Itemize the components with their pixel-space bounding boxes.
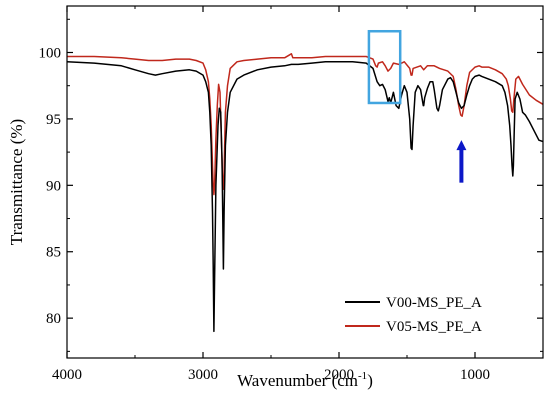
plot-frame bbox=[66, 5, 544, 359]
y-tick-label: 85 bbox=[46, 245, 61, 261]
x-axis-title: Wavenumber (cm-1) bbox=[237, 370, 373, 390]
y-tick-label: 95 bbox=[46, 112, 61, 128]
series-line-1 bbox=[67, 61, 543, 333]
y-axis-ticks: 80 85 90 95 100 bbox=[39, 18, 543, 352]
series-line-2 bbox=[67, 53, 543, 196]
annotation-layer bbox=[367, 29, 467, 183]
y-tick-label: 100 bbox=[39, 45, 62, 61]
legend: V00-MS_PE_A V05-MS_PE_A bbox=[345, 295, 482, 335]
legend-label: V05-MS_PE_A bbox=[386, 319, 482, 335]
legend-label: V00-MS_PE_A bbox=[386, 295, 482, 311]
arrow-head bbox=[456, 140, 467, 151]
y-tick-label: 90 bbox=[46, 178, 61, 194]
x-tick-label: 1000 bbox=[460, 367, 490, 383]
x-tick-label: 4000 bbox=[52, 367, 82, 383]
y-axis-title: Transmittance (%) bbox=[7, 119, 26, 245]
x-tick-label: 2000 bbox=[324, 367, 354, 383]
y-tick-label: 80 bbox=[46, 311, 61, 327]
x-axis-ticks: 4000 3000 2000 1000 bbox=[52, 6, 490, 383]
highlight-box bbox=[367, 29, 402, 105]
series-layer bbox=[67, 53, 543, 333]
x-tick-label: 3000 bbox=[188, 367, 218, 383]
